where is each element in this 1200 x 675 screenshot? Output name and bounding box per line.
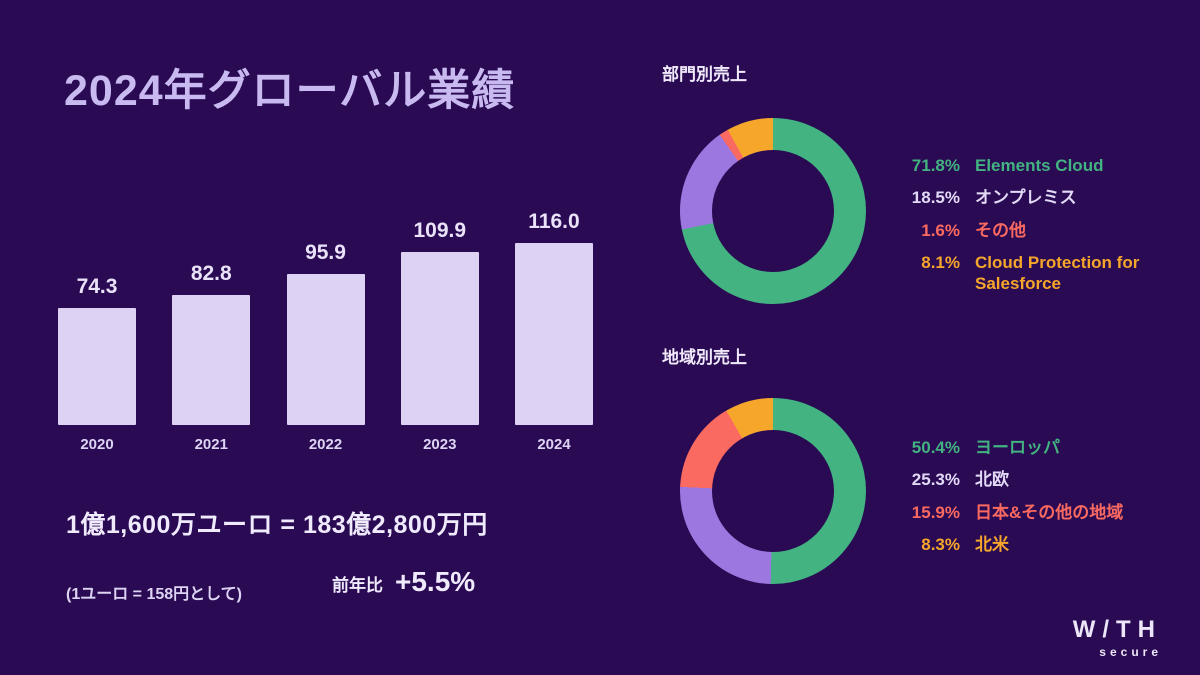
region-donut: [680, 398, 866, 584]
legend-row: 25.3% 北欧: [900, 469, 1160, 490]
legend-percent: 25.3%: [911, 470, 960, 490]
bar-value-label: 116.0: [528, 210, 580, 233]
bar: [286, 274, 365, 425]
legend-row: 50.4% ヨーロッパ: [900, 437, 1160, 458]
region-legend: 50.4% ヨーロッパ 25.3% 北欧 15.9% 日本&その他の地域 8.3% 北米: [900, 437, 1160, 566]
bar-value-label: 74.3: [76, 275, 118, 298]
withsecure-logo: W/TH secure: [1073, 616, 1162, 659]
segment-legend: 71.8% Elements Cloud 18.5% オンプレミス 1.6% その他 8.1…: [900, 155, 1160, 305]
segment-donut-hole: [712, 150, 834, 272]
legend-row: 18.5% オンプレミス: [900, 187, 1160, 208]
legend-row: 71.8% Elements Cloud: [900, 155, 1160, 176]
legend-row: 8.3% 北米: [900, 534, 1160, 555]
bar-year-label: 2020: [80, 436, 114, 453]
segment-section-title: 部門別売上: [662, 65, 747, 84]
segment-donut: [680, 118, 866, 304]
logo-wordmark: W/TH: [1072, 616, 1162, 643]
page-title: 2024年グローバル業績: [64, 67, 516, 115]
bar-year-label: 2023: [423, 436, 457, 453]
legend-label: 日本&その他の地域: [975, 502, 1124, 522]
yoy-label: 前年比: [332, 576, 383, 595]
legend-row: 15.9% 日本&その他の地域: [900, 502, 1160, 523]
conversion-text: 1億1,600万ユーロ = 183億2,800万円: [66, 511, 488, 539]
legend-label: 北米: [975, 534, 1009, 554]
bar-chart: 74.3 2020 82.8 2021 95.9 2022 109.9 2023 116.0 20…: [58, 210, 593, 453]
region-donut-hole: [712, 430, 834, 552]
bar-column: 74.3 2020: [58, 275, 136, 453]
bar-year-label: 2021: [194, 436, 228, 453]
bar: [172, 295, 251, 425]
bar: [515, 243, 593, 425]
legend-label: オンプレミス: [975, 188, 1077, 208]
legend-percent: 15.9%: [911, 502, 960, 522]
legend-label: 北欧: [975, 470, 1009, 490]
legend-label: Elements Cloud: [975, 156, 1104, 175]
bar: [58, 308, 136, 425]
bar-value-label: 82.8: [190, 262, 232, 285]
legend-row: 1.6% その他: [900, 220, 1160, 241]
region-section-title: 地域別売上: [662, 348, 747, 367]
bar-column: 95.9 2022: [286, 241, 365, 453]
bar: [400, 252, 479, 425]
bar-year-label: 2024: [537, 436, 571, 453]
legend-percent: 1.6%: [921, 220, 960, 240]
legend-percent: 8.3%: [921, 534, 960, 554]
bar-column: 82.8 2021: [172, 262, 251, 453]
legend-percent: 71.8%: [911, 156, 960, 175]
legend-percent: 8.1%: [921, 252, 960, 272]
bar-column: 116.0 2024: [515, 210, 593, 453]
legend-label: Cloud Protection for Salesforce: [975, 252, 1140, 293]
logo-subtext: secure: [1099, 645, 1162, 659]
legend-label: その他: [975, 220, 1026, 240]
yoy-growth: 前年比 +5.5%: [332, 566, 475, 598]
exchange-rate-note: (1ユーロ = 158円として): [66, 586, 243, 603]
bar-value-label: 109.9: [413, 219, 467, 242]
yoy-value: +5.5%: [395, 566, 476, 597]
legend-percent: 50.4%: [911, 438, 960, 457]
bar-year-label: 2022: [308, 436, 343, 453]
legend-percent: 18.5%: [911, 188, 960, 208]
legend-row: 8.1% Cloud Protection for Salesforce: [900, 252, 1160, 295]
bar-column: 109.9 2023: [400, 219, 479, 453]
legend-label: ヨーロッパ: [975, 438, 1060, 457]
bar-value-label: 95.9: [305, 241, 346, 264]
